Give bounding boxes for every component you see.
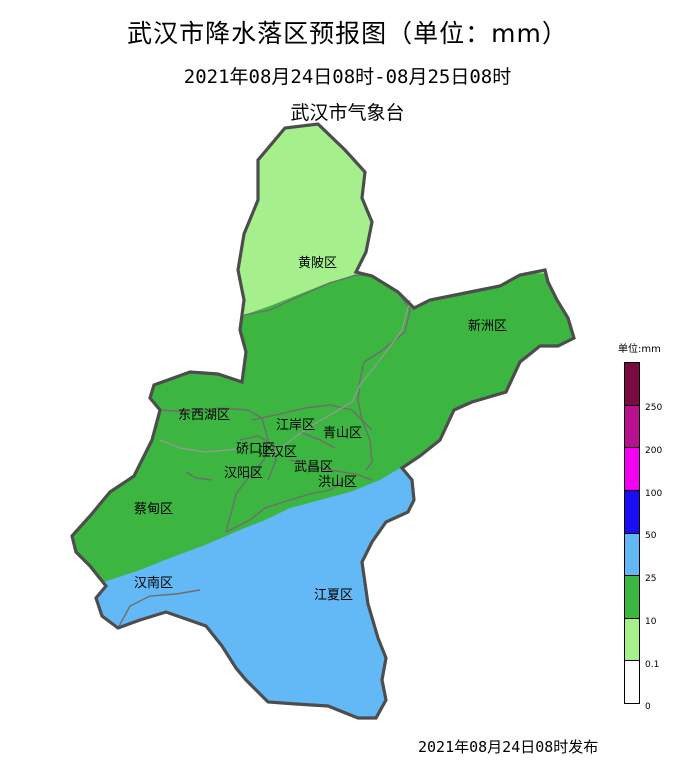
district-boundaries: [117, 274, 411, 629]
forecast-period: 2021年08月24日08时-08月25日08时: [183, 66, 512, 88]
legend-swatch: [625, 533, 639, 577]
legend-tick-100: 100: [645, 489, 663, 499]
zone-0.1-10: [72, 124, 574, 320]
legend-tick-0: 0: [645, 702, 651, 712]
district-label-huangpi: 黄陂区: [298, 255, 337, 271]
district-label-dongxihu: 东西湖区: [178, 408, 230, 423]
legend-swatch: [625, 448, 639, 491]
district-label-caidian: 蔡甸区: [134, 502, 173, 517]
district-label-qiaokou: 硚口区: [236, 442, 275, 457]
rivers: [159, 299, 411, 457]
district-label-qingshan: 青山区: [323, 426, 362, 441]
legend-swatch: [625, 490, 639, 534]
legend-tick-250: 250: [645, 403, 663, 413]
legend-swatch: [625, 661, 639, 703]
issuing-organization: 武汉市气象台: [290, 102, 405, 124]
legend-tick-0.1: 0.1: [645, 660, 660, 670]
district-label-wuchang: 武昌区: [294, 460, 333, 475]
legend-swatch: [625, 405, 639, 449]
legend-title: 单位:mm: [618, 344, 661, 355]
legend-tick-50: 50: [645, 531, 657, 541]
legend-colorbar: [624, 362, 640, 704]
district-label-hanyang: 汉阳区: [224, 466, 263, 481]
district-label-jianghan: 江汉区: [258, 445, 297, 460]
legend-tick-25: 25: [645, 574, 657, 584]
legend-tick-200: 200: [645, 446, 663, 456]
color-legend: 单位:mm 250 200 100 50 25 10 0.1 0: [618, 340, 678, 720]
issue-time: 2021年08月24日08时发布: [418, 738, 599, 756]
legend-tick-10: 10: [645, 617, 657, 627]
district-label-jiangxia: 江夏区: [314, 588, 353, 603]
legend-swatch: [625, 576, 639, 619]
map-title: 武汉市降水落区预报图（单位：mm）: [127, 19, 568, 48]
district-label-hongshan: 洪山区: [318, 475, 357, 490]
district-label-hannan: 汉南区: [134, 575, 173, 591]
legend-swatch: [625, 618, 639, 662]
district-label-xinzhou: 新洲区: [468, 318, 507, 334]
district-label-jiangan: 江岸区: [276, 418, 315, 433]
legend-swatch: [625, 363, 639, 406]
